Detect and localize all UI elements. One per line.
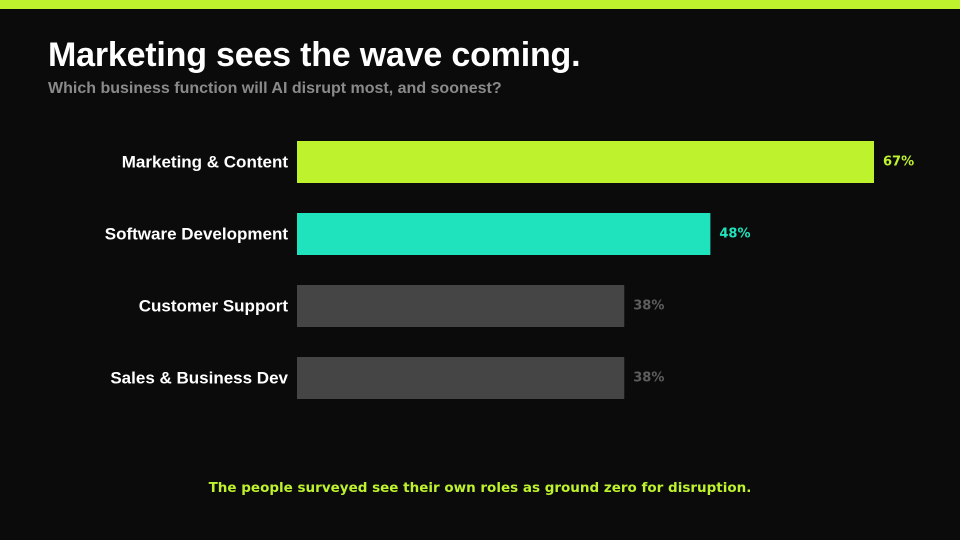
value-label-customer-support: 38% [633, 299, 664, 314]
value-label-marketing-and-content: 67% [883, 155, 914, 170]
bar-marketing-and-content [297, 141, 874, 183]
value-label-sales-and-business-dev: 38% [633, 371, 664, 386]
bar-chart: Marketing & Content 67% Software Developme… [105, 141, 914, 399]
bar-software-development [297, 213, 711, 255]
category-label-marketing-and-content: Marketing & Content [122, 153, 289, 172]
category-label-software-development: Software Development [105, 225, 289, 244]
bar-customer-support [297, 285, 625, 327]
slide-subtitle: Which business function will AI disrupt … [48, 80, 502, 97]
value-label-software-development: 48% [719, 227, 750, 242]
category-label-customer-support: Customer Support [139, 297, 289, 316]
bar-sales-and-business-dev [297, 357, 625, 399]
slide-title: Marketing sees the wave coming. [48, 36, 581, 74]
category-label-sales-and-business-dev: Sales & Business Dev [110, 369, 288, 388]
accent-top-bar [0, 0, 960, 9]
slide-footnote: The people surveyed see their own roles … [208, 480, 752, 496]
